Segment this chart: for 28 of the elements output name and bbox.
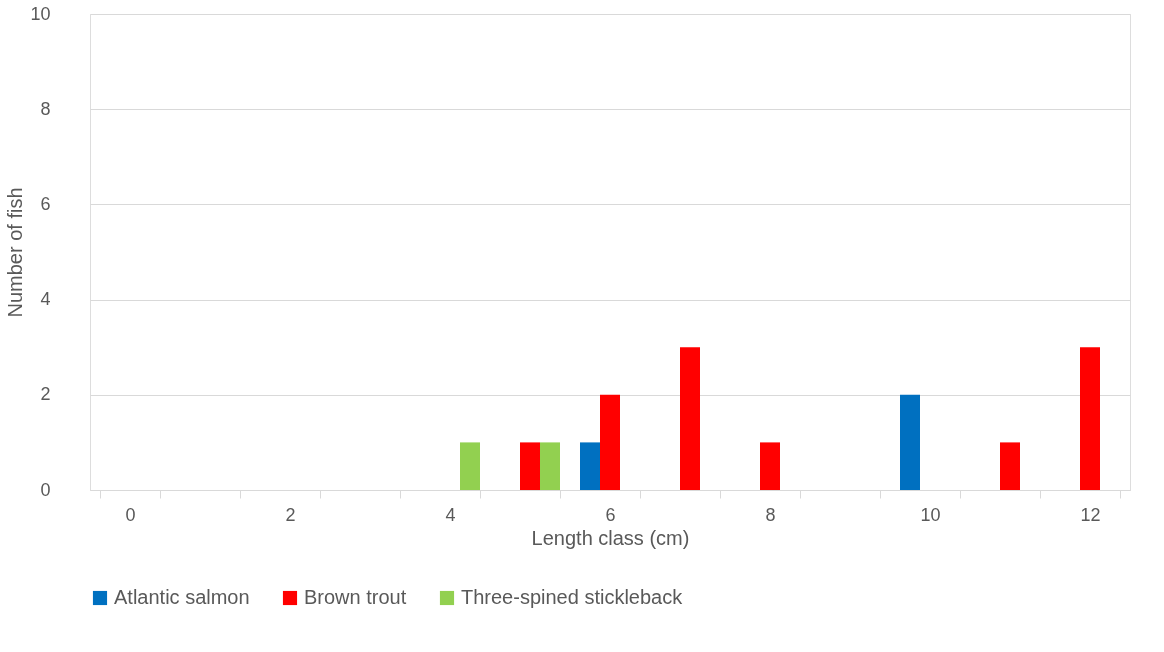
x-tick-label: 0	[125, 504, 136, 525]
bar	[1080, 347, 1100, 490]
bar	[900, 394, 920, 490]
x-tick-label: 10	[920, 504, 941, 525]
bar	[460, 442, 480, 490]
y-tick-label: 4	[40, 289, 51, 310]
y-tick-label: 2	[40, 384, 51, 405]
x-tick-label: 2	[285, 504, 296, 525]
y-tick-label: 0	[40, 479, 51, 500]
bar	[1000, 442, 1020, 490]
y-tick-label: 8	[40, 98, 51, 119]
legend-label: Atlantic salmon	[114, 586, 250, 608]
legend-label: Three-spined stickleback	[461, 586, 684, 608]
x-tick-label: 4	[445, 504, 456, 525]
legend-label: Brown trout	[304, 586, 407, 608]
y-axis-title: Number of fish	[4, 187, 27, 318]
bar	[580, 442, 600, 490]
bar	[760, 442, 780, 490]
bar	[680, 347, 700, 490]
bar	[520, 442, 540, 490]
x-tick-label: 6	[605, 504, 616, 525]
x-tick-label: 12	[1080, 504, 1101, 525]
y-tick-label: 10	[30, 3, 51, 24]
x-axis-title: Length class (cm)	[531, 526, 690, 549]
x-tick-label: 8	[765, 504, 776, 525]
bar	[600, 394, 620, 490]
y-tick-label: 6	[40, 193, 51, 214]
bar	[540, 442, 560, 490]
